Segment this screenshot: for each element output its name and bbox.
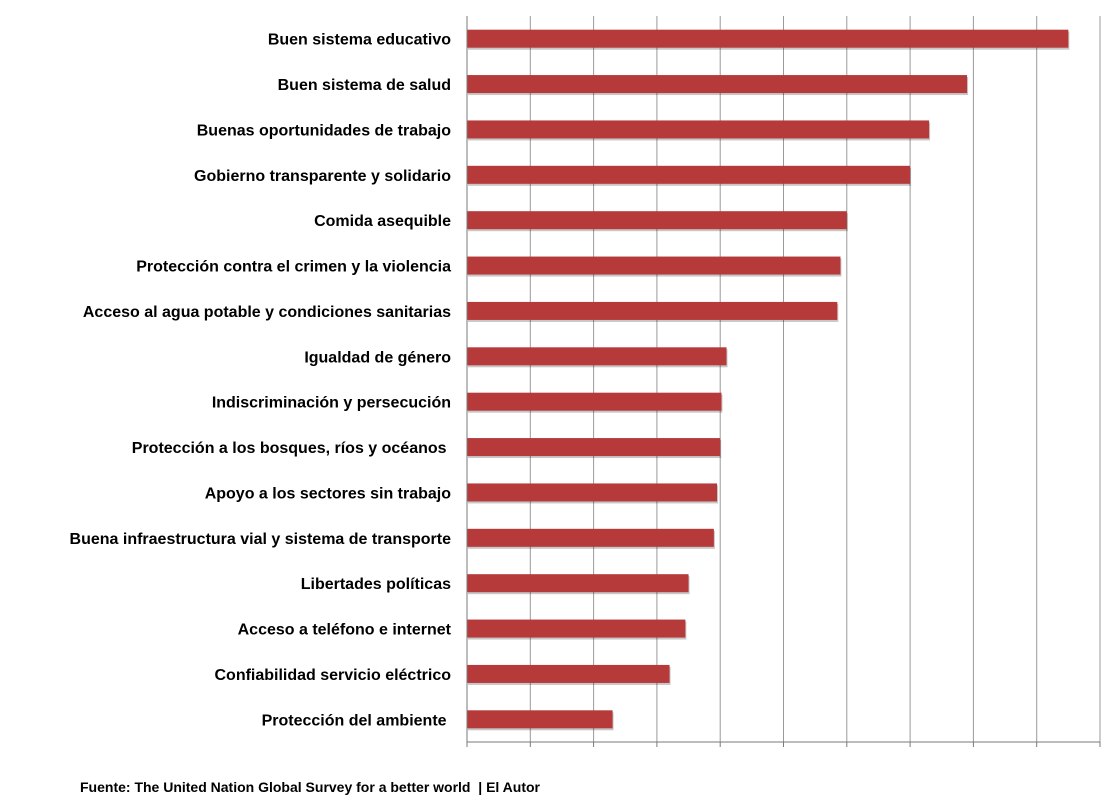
bar [467,347,727,366]
category-label: Protección contra el crimen y la violenc… [136,259,451,276]
bar [467,120,930,139]
category-label: Protección del ambiente [262,712,451,729]
bar [467,574,689,593]
bar [467,211,847,230]
bar [467,392,722,411]
bar [467,483,718,502]
category-label: Acceso al agua potable y condiciones san… [83,304,451,321]
category-label: Confiabilidad servicio eléctrico [214,667,451,684]
bar [467,301,838,320]
x-axis [466,16,1101,747]
bar [467,528,714,547]
category-labels: Buen sistema educativo Buen sistema de sa… [70,32,452,730]
bar [467,710,613,729]
category-label: Buenas oportunidades de trabajo [197,122,451,139]
bar [467,438,721,457]
category-label: Indiscriminación y persecución [212,395,451,412]
category-label: Apoyo a los sectores sin trabajo [205,485,452,502]
category-label: Buena infraestructura vial y sistema de … [70,531,452,548]
bar [467,619,686,638]
bar [467,29,1069,48]
category-label: Igualdad de género [304,349,451,366]
category-label: Comida asequible [314,213,451,230]
category-label: Buen sistema de salud [278,77,451,94]
source-caption: Fuente: The United Nation Global Survey … [80,779,540,795]
bar [467,256,841,275]
category-label: Acceso a teléfono e internet [238,622,452,639]
bar [467,75,968,94]
bar [467,165,911,184]
category-label: Buen sistema educativo [268,32,451,49]
bar [467,664,670,683]
bars [467,29,1070,731]
category-label: Libertades políticas [301,576,451,593]
category-label: Protección a los bosques, ríos y océanos [132,440,451,457]
category-label: Gobierno transparente y solidario [194,168,451,185]
